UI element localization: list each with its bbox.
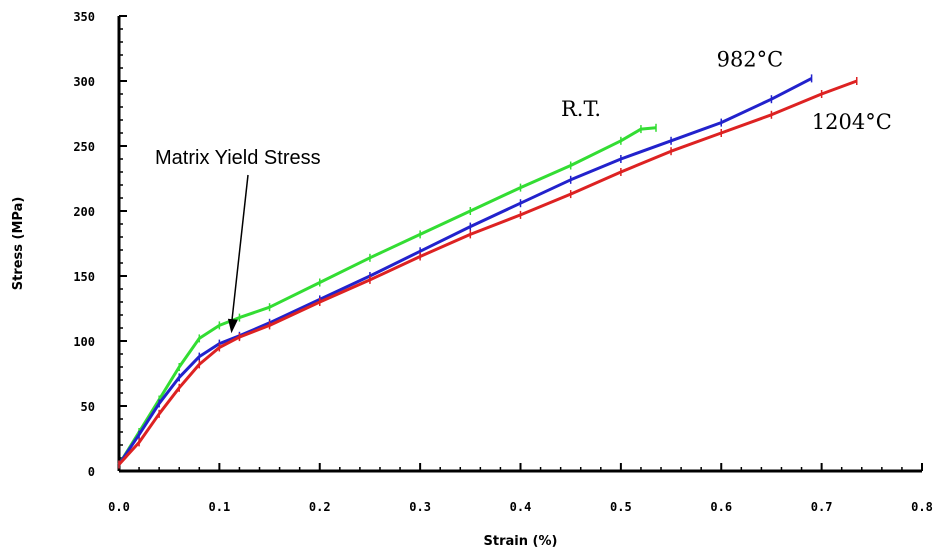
- annotation-arrow: [230, 174, 249, 326]
- x-tick-label: 0.2: [309, 500, 331, 514]
- annotation-matrix-yield-stress: Matrix Yield Stress: [155, 147, 321, 169]
- x-axis-title: Strain (%): [484, 534, 558, 549]
- x-tick-label: 0.1: [209, 500, 231, 514]
- x-tick-label: 0.8: [911, 500, 933, 514]
- x-tick-label: 0.7: [811, 500, 833, 514]
- y-tick-label: 0: [88, 465, 95, 479]
- x-tick-label: 0.6: [710, 500, 732, 514]
- y-axis-title: Stress (MPa): [11, 197, 26, 291]
- annotation-arrow-layer: [227, 174, 249, 334]
- annotation-arrowhead: [227, 318, 238, 334]
- y-tick-label: 300: [73, 75, 95, 89]
- series-2: [117, 77, 858, 469]
- series-1: [117, 74, 813, 469]
- y-tick-label: 100: [73, 335, 95, 349]
- series-label-1204c: 1204°C: [812, 110, 892, 134]
- series-label-982c: 982°C: [717, 47, 784, 71]
- x-tick-label: 0.3: [409, 500, 431, 514]
- y-tick-label: 350: [73, 10, 95, 24]
- x-tick-label: 0.0: [108, 500, 130, 514]
- y-tick-label: 150: [73, 270, 95, 284]
- series-0: [117, 123, 657, 469]
- series-label-rt: R.T.: [561, 97, 601, 121]
- labels-layer: Strain (%) Stress (MPa) R.T. 982°C 1204°…: [11, 47, 892, 549]
- series-line: [117, 79, 858, 466]
- y-tick-label: 50: [81, 400, 95, 414]
- axes: 0.0 0.1 0.2 0.3 0.4 0.5 0.6 0.7 0.8 0 50 100 150 200 2…: [73, 10, 933, 514]
- y-tick-label: 250: [73, 140, 95, 154]
- series-layer: [117, 74, 858, 469]
- x-tick-label: 0.4: [510, 500, 532, 514]
- y-tick-label: 200: [73, 205, 95, 219]
- x-tick-label: 0.5: [610, 500, 632, 514]
